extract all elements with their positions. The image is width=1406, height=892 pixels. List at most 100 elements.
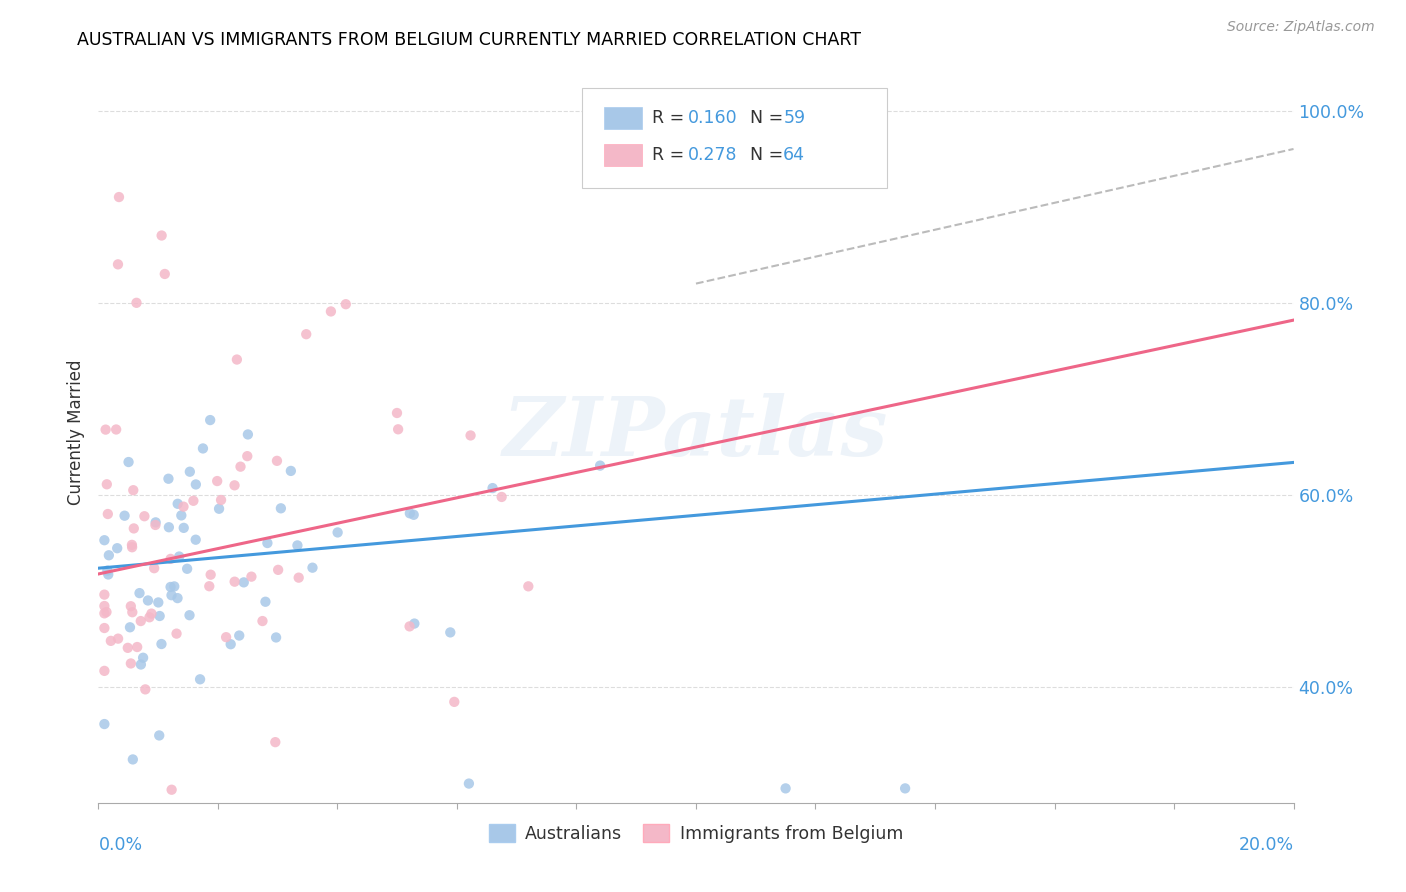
Point <box>107 257 129 271</box>
Point <box>301 560 323 574</box>
Text: R =: R = <box>652 109 689 127</box>
Point <box>160 782 183 797</box>
Point <box>143 561 166 575</box>
Point <box>176 562 198 576</box>
Point <box>236 427 259 442</box>
Point <box>166 591 188 606</box>
Point <box>138 610 160 624</box>
Point <box>256 536 278 550</box>
Point <box>458 776 481 790</box>
Point <box>97 507 120 521</box>
Point <box>385 406 408 420</box>
Point <box>100 633 122 648</box>
Point <box>270 501 292 516</box>
Point <box>134 509 156 524</box>
Point <box>122 483 145 498</box>
Point <box>93 717 115 731</box>
Text: 0.278: 0.278 <box>688 146 737 164</box>
Point <box>443 695 465 709</box>
Point <box>295 327 318 342</box>
Point <box>159 552 181 566</box>
Point <box>149 609 172 624</box>
Point <box>117 640 139 655</box>
Point <box>163 579 186 593</box>
Point <box>136 593 159 607</box>
Point <box>166 626 188 640</box>
Text: AUSTRALIAN VS IMMIGRANTS FROM BELGIUM CURRENTLY MARRIED CORRELATION CHART: AUSTRALIAN VS IMMIGRANTS FROM BELGIUM CU… <box>77 31 862 49</box>
Point <box>402 508 425 522</box>
Text: N =: N = <box>749 146 789 164</box>
Point <box>215 630 238 644</box>
Point <box>198 413 221 427</box>
Text: 59: 59 <box>783 109 806 127</box>
Point <box>280 464 302 478</box>
Point <box>167 549 190 564</box>
Point <box>398 506 420 520</box>
Point <box>208 501 231 516</box>
Point <box>94 423 117 437</box>
Point <box>121 605 143 619</box>
Point <box>96 564 118 578</box>
Point <box>589 458 612 473</box>
Point <box>326 525 349 540</box>
Point <box>157 520 180 534</box>
Point <box>173 500 195 514</box>
Point <box>93 621 115 635</box>
Point <box>775 781 797 796</box>
Point <box>160 588 183 602</box>
Point <box>267 563 290 577</box>
Point <box>264 735 287 749</box>
Point <box>188 673 211 687</box>
Point <box>93 533 115 548</box>
Point <box>225 352 247 367</box>
Point <box>219 637 242 651</box>
Point <box>517 579 540 593</box>
Point <box>114 508 136 523</box>
Text: 64: 64 <box>783 146 806 164</box>
Point <box>108 190 131 204</box>
Point <box>129 657 152 672</box>
Point <box>145 518 167 533</box>
Point <box>894 781 917 796</box>
Point <box>481 481 503 495</box>
Point <box>198 579 221 593</box>
Point <box>153 267 176 281</box>
Point <box>254 595 277 609</box>
Legend: Australians, Immigrants from Belgium: Australians, Immigrants from Belgium <box>482 817 910 850</box>
Point <box>184 477 207 491</box>
Point <box>132 650 155 665</box>
Point <box>266 454 288 468</box>
FancyBboxPatch shape <box>605 144 643 166</box>
Point <box>96 477 118 491</box>
Point <box>319 304 342 318</box>
Point <box>157 472 180 486</box>
Point <box>128 586 150 600</box>
Point <box>264 631 287 645</box>
Point <box>335 297 357 311</box>
Point <box>209 493 232 508</box>
Point <box>240 569 263 583</box>
Point <box>96 605 118 619</box>
Text: 0.0%: 0.0% <box>98 837 142 855</box>
FancyBboxPatch shape <box>605 107 643 129</box>
Text: Source: ZipAtlas.com: Source: ZipAtlas.com <box>1227 20 1375 34</box>
Text: ZIPatlas: ZIPatlas <box>503 392 889 473</box>
Point <box>117 455 139 469</box>
Text: 0.160: 0.160 <box>688 109 737 127</box>
Point <box>121 538 143 552</box>
Point <box>205 474 228 488</box>
Point <box>134 682 156 697</box>
Point <box>166 497 188 511</box>
Point <box>141 607 163 621</box>
Point <box>184 533 207 547</box>
Point <box>287 571 309 585</box>
Text: R =: R = <box>652 146 689 164</box>
Point <box>229 459 252 474</box>
Point <box>148 595 170 609</box>
Point <box>120 599 142 614</box>
Point <box>121 752 143 766</box>
Point <box>387 422 409 436</box>
Point <box>129 614 152 628</box>
Point <box>145 516 167 530</box>
Point <box>491 490 513 504</box>
